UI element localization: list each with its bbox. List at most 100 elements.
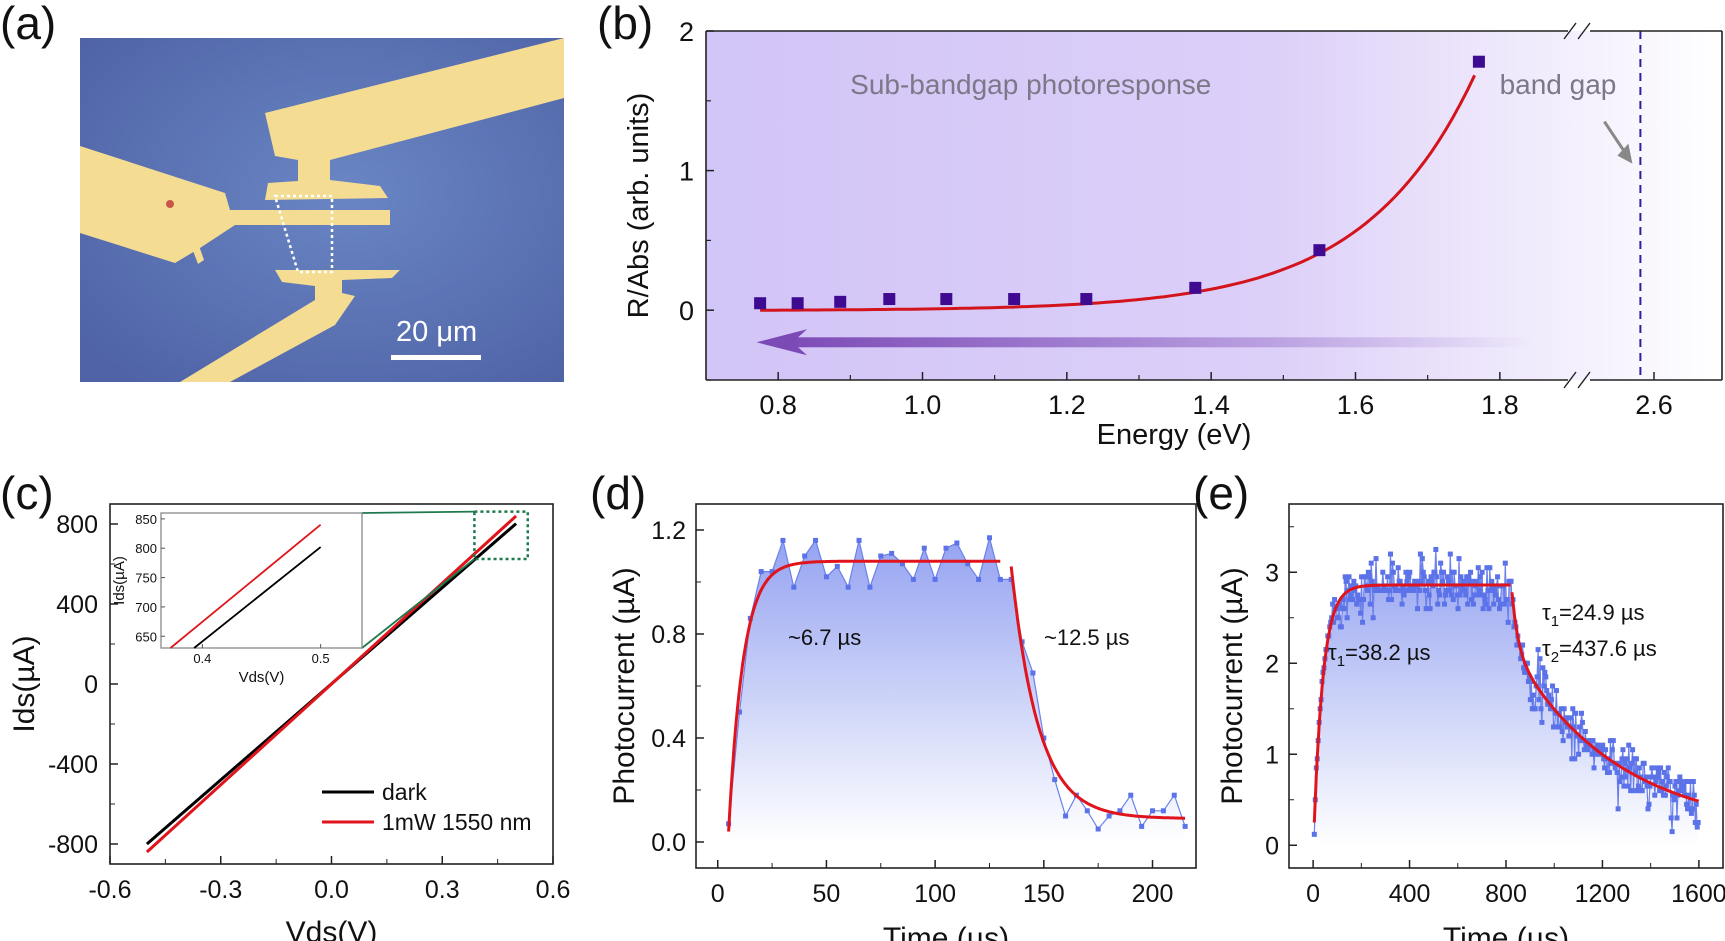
annotation-band-gap: band gap <box>1500 69 1617 100</box>
data-point <box>1548 706 1554 712</box>
annotation-decay-tau1: τ1=24.9 µs <box>1542 600 1645 630</box>
x-tick-label: 800 <box>1485 880 1527 908</box>
data-point <box>1428 574 1434 580</box>
data-point <box>1413 578 1419 584</box>
data-point <box>1041 735 1047 741</box>
x-tick-label: 0 <box>1306 880 1320 908</box>
x-tick-label: 1.4 <box>1192 390 1230 420</box>
data-point <box>1459 587 1465 593</box>
data-point <box>1601 756 1607 762</box>
data-point <box>1367 601 1373 607</box>
data-point <box>1530 692 1536 698</box>
data-point <box>1438 560 1444 566</box>
data-point <box>1484 565 1490 571</box>
data-point <box>1379 587 1385 593</box>
data-point <box>883 293 896 306</box>
y-tick-label: 0 <box>679 296 694 326</box>
data-point <box>1651 774 1657 780</box>
data-point <box>1426 592 1432 598</box>
data-point <box>1544 688 1550 694</box>
data-point <box>1395 565 1401 571</box>
data-point <box>1551 724 1557 730</box>
data-point <box>1599 747 1605 753</box>
data-point <box>1084 808 1090 814</box>
data-point <box>986 535 992 541</box>
data-point <box>1420 569 1426 575</box>
data-point <box>1330 601 1336 607</box>
data-point <box>1501 601 1507 607</box>
rise-fit-line <box>1312 583 1511 823</box>
data-point <box>1421 574 1427 580</box>
data-point <box>1402 587 1408 593</box>
data-point <box>1663 783 1669 789</box>
y-tick-label: 0.4 <box>651 725 686 753</box>
data-point <box>1407 569 1413 575</box>
inset-x-axis-label: Vds(V) <box>239 669 285 686</box>
data-point <box>1117 808 1123 814</box>
data-point <box>1617 779 1623 785</box>
data-point <box>1450 597 1456 603</box>
data-point <box>1550 683 1556 689</box>
data-point <box>1496 606 1502 612</box>
data-point <box>1655 774 1661 780</box>
axis-break-mark <box>1577 371 1591 389</box>
data-point <box>1444 574 1450 580</box>
x-tick-label: 150 <box>1023 880 1065 908</box>
data-point <box>1353 583 1359 589</box>
electrode-spot <box>166 200 174 208</box>
data-point <box>1362 574 1368 580</box>
inset-y-tick-label: 650 <box>135 629 157 644</box>
data-point <box>1080 293 1093 306</box>
inset-y-axis-label: Ids(µA) <box>111 556 128 605</box>
data-point <box>1347 597 1353 603</box>
data-point <box>900 561 906 567</box>
x-axis-label: Time (µs) <box>1443 922 1569 941</box>
data-point <box>1370 615 1376 621</box>
annotation-sub-bandgap: Sub-bandgap photoresponse <box>850 69 1211 100</box>
data-point <box>1419 556 1425 562</box>
data-point <box>1445 578 1451 584</box>
data-point <box>1355 592 1361 598</box>
data-point <box>1633 756 1639 762</box>
data-point <box>1425 578 1431 584</box>
data-point <box>1468 569 1474 575</box>
data-point <box>1358 610 1364 616</box>
data-point <box>1585 747 1591 753</box>
data-point <box>1621 783 1627 789</box>
data-point <box>1693 801 1699 807</box>
data-point <box>1578 738 1584 744</box>
data-point <box>1497 601 1503 607</box>
data-point <box>1677 774 1683 780</box>
y-axis-label: Photocurrent (µA) <box>608 567 641 804</box>
data-point <box>1368 560 1374 566</box>
x-tick-label: -0.6 <box>88 876 131 904</box>
inset-x-tick-label: 0.5 <box>312 651 330 666</box>
data-point <box>1615 806 1621 812</box>
data-point <box>940 293 953 306</box>
data-point <box>1546 692 1552 698</box>
data-point <box>1616 760 1622 766</box>
data-point <box>1380 569 1386 575</box>
data-point <box>1528 678 1534 684</box>
electrode-bottom <box>180 270 400 382</box>
data-point <box>1610 738 1616 744</box>
data-point <box>1469 597 1475 603</box>
data-point <box>1631 788 1637 794</box>
x-tick-label: 100 <box>914 880 956 908</box>
data-point <box>1469 578 1475 584</box>
data-point <box>1139 823 1145 829</box>
data-point <box>1639 788 1645 794</box>
data-point <box>1489 578 1495 584</box>
data-point <box>1646 801 1652 807</box>
data-point <box>1672 783 1678 789</box>
data-point <box>1008 293 1021 306</box>
data-point <box>1560 738 1566 744</box>
data-point <box>1652 792 1658 798</box>
data-point <box>791 584 797 590</box>
inset-frame <box>160 512 363 649</box>
data-point <box>1415 606 1421 612</box>
data-point <box>1182 823 1188 829</box>
data-point <box>1542 669 1548 675</box>
data-point <box>1331 619 1337 625</box>
axis-break-mark <box>1577 22 1591 40</box>
